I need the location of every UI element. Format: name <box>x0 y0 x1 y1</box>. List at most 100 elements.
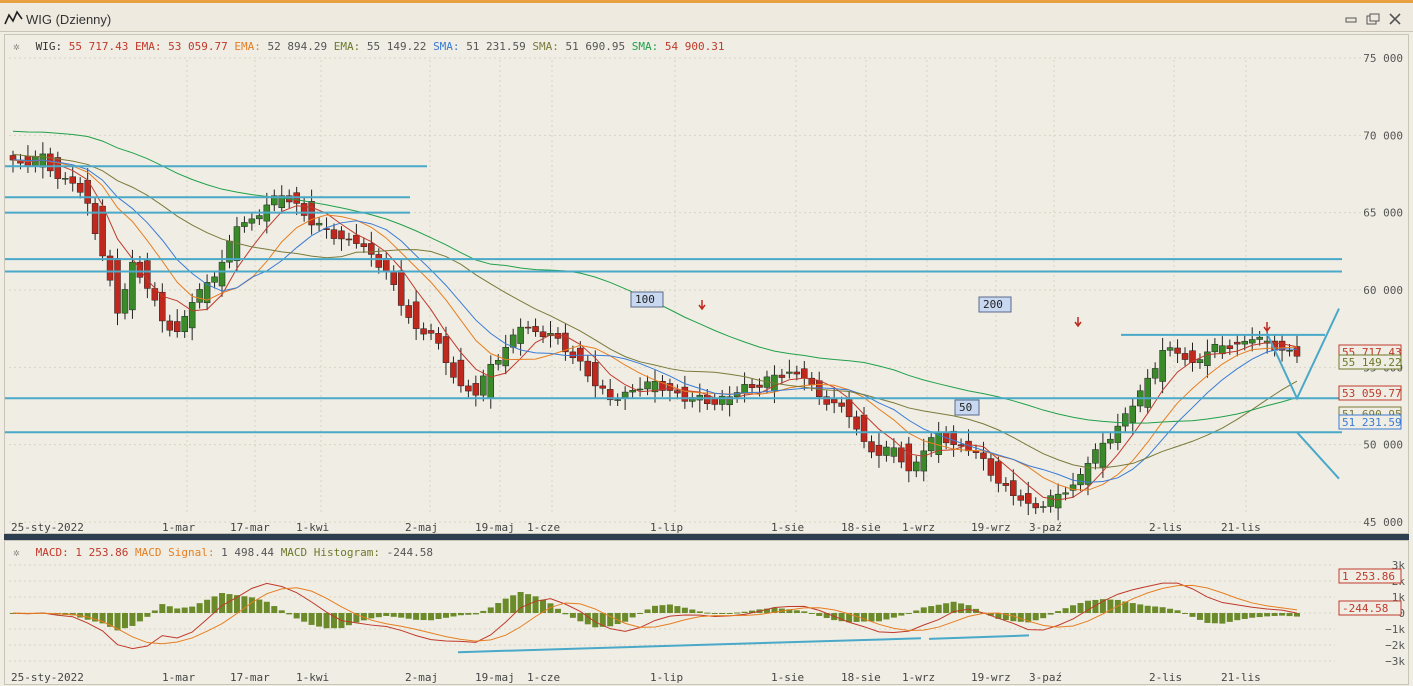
candle-body <box>905 443 913 472</box>
macd-histogram-bar <box>562 613 569 615</box>
x-axis-label: 19-wrz <box>971 521 1011 534</box>
candle-body <box>1002 483 1010 486</box>
macd-histogram-bar <box>166 606 173 613</box>
macd-histogram-bar <box>420 613 427 621</box>
macd-histogram-bar <box>1152 606 1159 613</box>
macd-histogram-bar <box>666 604 673 613</box>
candle-body <box>562 332 569 353</box>
price-chart-panel[interactable]: ✲ WIG: 55 717.43 EMA: 53 059.77 EMA: 52 … <box>4 34 1409 534</box>
macd-histogram-bar <box>801 611 808 613</box>
candle-body <box>644 381 651 390</box>
window-title: WIG (Dzienny) <box>26 12 112 27</box>
macd-histogram-bar <box>1211 613 1218 624</box>
macd-signal-line <box>12 584 1298 645</box>
price-legend-value-5: 51 690.95 <box>565 40 632 53</box>
candle-body <box>1174 347 1181 354</box>
macd-histogram-bar <box>987 613 994 616</box>
candle-body <box>412 301 420 329</box>
macd-tag: -244.58 <box>1342 602 1388 615</box>
candle-body <box>883 446 890 456</box>
candle-body <box>823 396 830 405</box>
candle-body <box>397 270 405 306</box>
candle-body <box>62 178 69 180</box>
macd-x-axis-label: 25-sty-2022 <box>11 671 84 684</box>
macd-histogram-bar <box>353 613 360 623</box>
candle-body <box>793 371 801 375</box>
candle-body <box>241 222 248 227</box>
candle-body <box>427 330 435 334</box>
settings-gear-icon[interactable]: ✲ <box>13 40 20 53</box>
macd-histogram-bar <box>853 613 860 622</box>
macd-x-axis-label: 19-maj <box>475 671 515 684</box>
macd-histogram-bar <box>1196 613 1203 620</box>
restore-icon[interactable] <box>1366 13 1380 25</box>
candle-body <box>868 441 875 453</box>
macd-histogram-bar <box>1256 613 1263 618</box>
ma200-label-box <box>978 296 1012 313</box>
panel-separator[interactable] <box>4 534 1409 540</box>
macd-histogram-bar <box>226 594 233 613</box>
candle-body <box>636 388 644 391</box>
ma50-label: 50 <box>954 399 980 416</box>
candle-body <box>181 316 188 333</box>
macd-histogram-bar <box>935 604 942 613</box>
macd-histogram-bar <box>943 603 950 613</box>
candle-body <box>1025 493 1032 504</box>
macd-x-axis-label: 19-wrz <box>971 671 1011 684</box>
candle-body <box>435 333 442 344</box>
candle-body <box>345 238 353 241</box>
candle-body <box>420 328 427 335</box>
macd-histogram-bar <box>1002 613 1009 621</box>
divergence-line <box>928 634 1030 640</box>
candle-body <box>69 176 76 184</box>
macd-histogram-bar <box>599 613 606 627</box>
price-legend-label-2: EMA: <box>234 40 268 53</box>
candle-body <box>681 386 689 402</box>
macd-histogram-bar <box>107 613 114 627</box>
candle-body <box>592 362 599 387</box>
macd-histogram-bar <box>293 613 300 619</box>
candle-body <box>629 390 636 393</box>
macd-histogram-bar <box>308 613 315 625</box>
macd-histogram-bar <box>1241 613 1248 619</box>
candle-body <box>1166 347 1174 351</box>
macd-settings-gear-icon[interactable]: ✲ <box>13 546 20 559</box>
macd-histogram-bar <box>1084 600 1091 613</box>
x-axis-label: 1-kwi <box>296 521 329 534</box>
close-icon[interactable] <box>1388 13 1402 25</box>
candle-body <box>338 230 345 240</box>
macd-histogram-bar <box>540 599 547 613</box>
x-axis-label: 19-maj <box>475 521 515 534</box>
candle-body <box>920 450 927 472</box>
x-axis-label: 1-mar <box>162 521 195 534</box>
ema-short-line <box>12 159 1298 501</box>
candle-body <box>711 398 718 405</box>
x-axis-label: 3-paź <box>1029 521 1062 534</box>
macd-chart-panel[interactable]: ✲ MACD: 1 253.86 MACD Signal: 1 498.44 M… <box>4 540 1409 685</box>
macd-x-axis-label: 1-kwi <box>296 671 329 684</box>
ma100-label-box <box>630 291 664 308</box>
price-legend-label-4: SMA: <box>433 40 467 53</box>
macd-histogram-bar <box>1174 610 1181 613</box>
macd-histogram-bar <box>913 610 920 613</box>
macd-x-axis-label: 1-sie <box>771 671 804 684</box>
macd-histogram-bar <box>1182 613 1189 614</box>
macd-histogram-bar <box>1047 613 1054 615</box>
candle-body <box>532 326 539 333</box>
price-tag: 51 231.59 <box>1342 416 1402 429</box>
candle-body <box>845 399 853 418</box>
macd-histogram-bar <box>763 608 770 613</box>
candle-body <box>621 391 629 398</box>
candle-body <box>390 271 397 285</box>
macd-histogram-bar <box>345 613 352 626</box>
macd-chart[interactable]: 3k2k1k0−1k−2k−3k25-sty-20221-mar17-mar1-… <box>5 541 1410 686</box>
y-axis-label: 65 000 <box>1363 207 1403 220</box>
macd-histogram-bar <box>995 613 1002 619</box>
candle-body <box>1107 438 1114 444</box>
minimize-icon[interactable] <box>1344 13 1358 25</box>
macd-histogram-bar <box>823 613 830 619</box>
candle-body <box>577 347 584 362</box>
macd-histogram-bar <box>144 613 151 617</box>
candle-body <box>584 360 592 377</box>
